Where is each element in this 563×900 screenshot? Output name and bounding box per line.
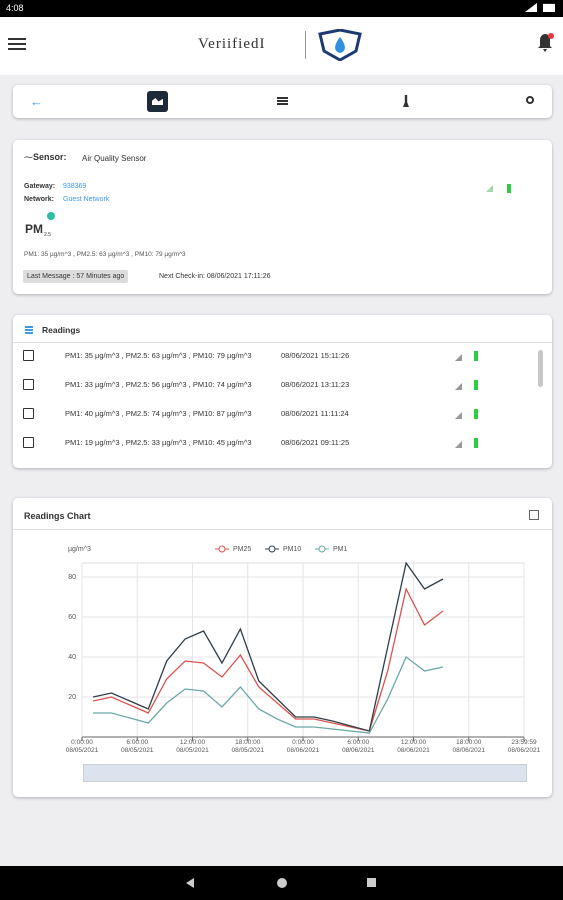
- reading-text: PM1: 35 µg/m^3 , PM2.5: 63 µg/m^3 , PM10…: [65, 351, 252, 360]
- y-axis-label: µg/m^3: [68, 546, 91, 553]
- divider: [13, 529, 552, 530]
- x-tick-label: 18:00:00 08/06/2021: [452, 739, 486, 754]
- row-icon[interactable]: [23, 379, 34, 390]
- sensor-summary: PM1: 35 µg/m^3 , PM2.5: 63 µg/m^3 , PM10…: [24, 251, 186, 258]
- logo-shield: [318, 29, 362, 61]
- chart-card: Readings Chart: [13, 498, 552, 797]
- nav-recents[interactable]: [367, 878, 376, 887]
- series-line: [92, 561, 444, 732]
- list-tab[interactable]: [277, 97, 288, 99]
- x-tick-label: 6:00:00 08/05/2021: [120, 739, 154, 754]
- next-checkin: Next Check-in: 08/06/2021 17:11:26: [159, 273, 271, 280]
- readings-icon: [25, 326, 33, 328]
- reading-date: 08/06/2021 11:11:24: [281, 409, 349, 418]
- sensor-label: ⁓Sensor:: [24, 152, 67, 162]
- x-tick-label: 12:00:00 08/06/2021: [397, 739, 430, 754]
- sensor-name: Air Quality Sensor: [82, 154, 147, 163]
- legend-marker: [218, 545, 226, 553]
- x-tick-label: 0:00:00 08/05/2021: [65, 739, 99, 754]
- x-tick-label: 6:00:00 08/06/2021: [341, 739, 375, 754]
- battery-icon: [474, 438, 478, 448]
- last-message-badge: Last Message : 57 Minutes ago: [23, 270, 129, 283]
- readings-card: Readings PM1: 35 µg/m^3 , PM2.5: 63 µg/m…: [13, 315, 552, 468]
- scrollbar: [538, 350, 543, 387]
- pm-icon-dot: [47, 212, 55, 220]
- settings-tab[interactable]: [526, 96, 534, 104]
- divider: [13, 342, 552, 343]
- signal-icon: [486, 185, 493, 192]
- row-icon[interactable]: [23, 437, 34, 448]
- pm-icon-sub: 2.5: [44, 232, 51, 238]
- network-label: Network:: [24, 196, 54, 203]
- chart: 20 40 60 80 µg/m^3 PM25 PM10 PM1: [68, 545, 525, 741]
- battery-icon: [474, 409, 478, 419]
- x-tick-label: 18:00:00 08/05/2021: [231, 739, 265, 754]
- legend-label: PM25: [233, 546, 251, 553]
- legend-marker: [268, 545, 276, 553]
- menu-button[interactable]: [8, 38, 26, 40]
- reading-text: PM1: 19 µg/m^3 , PM2.5: 33 µg/m^3 , PM10…: [65, 438, 252, 447]
- signal-icon: [455, 354, 462, 361]
- status-bar: 4:08: [0, 0, 563, 17]
- row-icon[interactable]: [23, 350, 34, 361]
- reading-text: PM1: 40 µg/m^3 , PM2.5: 74 µg/m^3 , PM10…: [65, 409, 252, 418]
- toolbar: ←: [13, 85, 552, 118]
- series-line: [92, 587, 444, 732]
- sensor-label-text: Sensor:: [33, 152, 67, 162]
- chart-title: Readings Chart: [24, 511, 91, 521]
- reading-date: 08/06/2021 13:11:23: [281, 380, 350, 389]
- y-tick-label: 40: [68, 654, 76, 661]
- calendar-button[interactable]: [529, 510, 539, 520]
- sensor-card: ⁓Sensor: Air Quality Sensor Gateway: 938…: [13, 140, 552, 294]
- legend-marker: [318, 545, 326, 553]
- reading-date: 08/06/2021 15:11:26: [281, 351, 350, 360]
- y-tick-label: 80: [68, 574, 76, 581]
- zoom-slider[interactable]: [83, 764, 527, 782]
- notifications-button[interactable]: [535, 32, 555, 54]
- nav-home[interactable]: [277, 878, 287, 888]
- reading-text: PM1: 33 µg/m^3 , PM2.5: 56 µg/m^3 , PM10…: [65, 380, 252, 389]
- battery-icon: [474, 380, 478, 390]
- status-icons: [525, 3, 555, 12]
- time: 4:08: [6, 3, 24, 13]
- app-header: VeriifiedI: [0, 17, 563, 75]
- chart-tab[interactable]: [147, 91, 168, 112]
- nav-bar: [0, 866, 563, 900]
- gateway-label: Gateway:: [24, 183, 56, 190]
- pm-icon: PM: [25, 222, 43, 236]
- reading-date: 08/06/2021 09:11:25: [281, 438, 350, 447]
- location-tab[interactable]: [403, 95, 409, 107]
- signal-icon: [455, 383, 462, 390]
- y-tick-label: 20: [68, 694, 76, 701]
- signal-icon: [455, 412, 462, 419]
- logo-text: VeriifiedI: [198, 36, 266, 52]
- signal-icon: [455, 441, 462, 448]
- series-line: [93, 655, 444, 734]
- row-icon[interactable]: [23, 408, 34, 419]
- x-tick-label: 23:59:59 08/06/2021: [507, 739, 541, 754]
- battery-icon: [507, 184, 511, 193]
- x-tick-label: 0:00:00 08/06/2021: [286, 739, 320, 754]
- legend-label: PM10: [283, 546, 301, 553]
- battery-icon: [474, 351, 478, 361]
- nav-back[interactable]: [186, 878, 194, 888]
- legend-label: PM1: [333, 546, 348, 553]
- x-tick-label: 12:00:00 08/05/2021: [176, 739, 209, 754]
- back-button[interactable]: ←: [30, 94, 43, 109]
- network-link[interactable]: Guest Network: [63, 196, 110, 203]
- readings-title: Readings: [42, 325, 81, 335]
- divider: [305, 31, 306, 59]
- gateway-link[interactable]: 938369: [63, 183, 87, 190]
- y-tick-label: 60: [68, 614, 76, 621]
